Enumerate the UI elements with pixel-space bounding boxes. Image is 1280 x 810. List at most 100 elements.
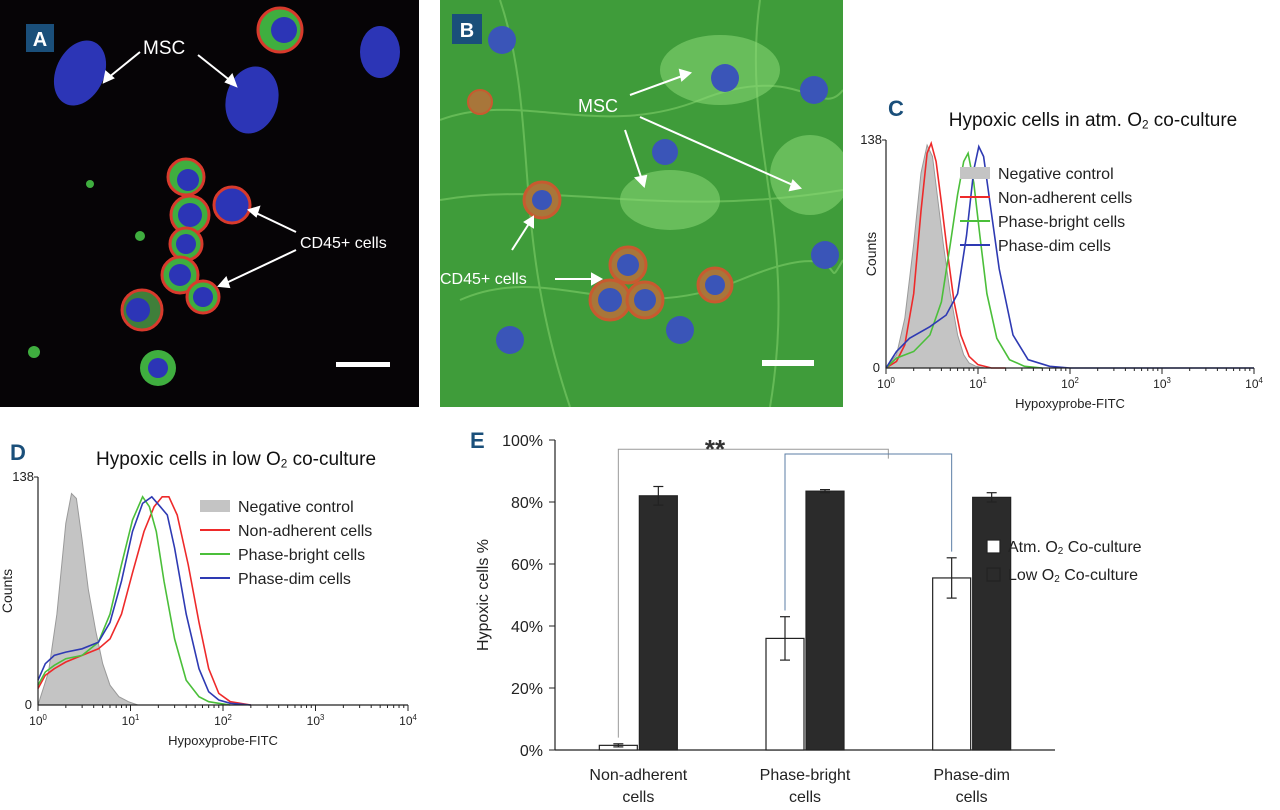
- cell-nucleus: [598, 288, 622, 312]
- msc-nucleus: [811, 241, 839, 269]
- series-line-2: [37, 495, 231, 706]
- bar-low: [805, 490, 845, 751]
- msc-nucleus: [360, 26, 400, 78]
- msc-nucleus: [666, 316, 694, 344]
- series-line-3: [37, 495, 251, 706]
- x-tick-label: 102: [1061, 376, 1079, 391]
- cd45-label: CD45+ cells: [440, 271, 527, 288]
- green-speck: [86, 180, 94, 188]
- legend-swatch: [986, 539, 1001, 554]
- fiber: [440, 189, 843, 203]
- msc-label: MSC: [143, 38, 185, 59]
- msc-nucleus: [800, 76, 828, 104]
- legend-label: Phase-bright cells: [998, 214, 1125, 231]
- cell-nucleus: [178, 203, 202, 227]
- x-axis-label: Hypoxyprobe-FITC: [168, 733, 278, 748]
- x-tick-label: 103: [1153, 376, 1171, 391]
- significance-bracket: [784, 453, 953, 611]
- legend-label: Low O2 Co-culture: [1008, 567, 1138, 585]
- x-tick-label: 100: [877, 376, 895, 391]
- green-speck: [28, 346, 40, 358]
- x-tick-label: 104: [1245, 376, 1263, 391]
- arrow-line: [197, 54, 233, 83]
- y-tick-label: 138: [12, 469, 34, 484]
- y-axis-label: Hypoxic cells %: [475, 539, 492, 651]
- legend-label: Phase-dim cells: [238, 571, 351, 588]
- panel-letter: C: [888, 96, 904, 121]
- bar-atm: [932, 577, 972, 751]
- y-tick-label: 100%: [502, 433, 543, 450]
- y-tick-label: 80%: [511, 495, 543, 512]
- legend-label: Negative control: [238, 499, 354, 516]
- x-tick-label: 101: [122, 713, 140, 728]
- arrow-head: [246, 205, 261, 218]
- legend-label: Non-adherent cells: [998, 190, 1132, 207]
- category-label: cells: [622, 789, 654, 806]
- y-axis-label: Counts: [863, 232, 879, 276]
- cell-nucleus: [177, 169, 199, 191]
- cell-nucleus: [705, 275, 725, 295]
- category-label: cells: [789, 789, 821, 806]
- chart-title: Hypoxic cells in low O2 co-culture: [96, 449, 376, 470]
- category-label: Phase-dim: [933, 767, 1009, 784]
- fiber: [459, 259, 843, 301]
- cell-nucleus: [271, 17, 297, 43]
- x-axis-label: Hypoxyprobe-FITC: [1015, 396, 1125, 411]
- legend-label: Non-adherent cells: [238, 523, 372, 540]
- arrows-a: [102, 51, 297, 289]
- legend-swatch: [986, 567, 1001, 582]
- msc-nucleus: [496, 326, 524, 354]
- arrows-b: [511, 68, 803, 286]
- category-label: Non-adherent: [589, 767, 687, 784]
- x-tick-label: 100: [29, 713, 47, 728]
- y-tick-label: 0%: [520, 743, 543, 760]
- bar-low: [972, 496, 1012, 751]
- micrograph-panel-b: B MSC CD45+ cells: [440, 0, 843, 407]
- msc-nucleus: [225, 66, 279, 134]
- msc-nucleus: [488, 26, 516, 54]
- legend-label: Phase-dim cells: [998, 238, 1111, 255]
- legend-label: Atm. O2 Co-culture: [1008, 539, 1142, 557]
- y-tick-label: 60%: [511, 557, 543, 574]
- cd45-cells-b: [467, 89, 734, 322]
- panel-letter-a: A: [33, 29, 47, 51]
- y-tick-label: 40%: [511, 619, 543, 636]
- cell-nucleus: [634, 289, 656, 311]
- y-tick-label: 0: [25, 697, 32, 712]
- arrow-line: [639, 116, 796, 187]
- arrow-line: [624, 129, 643, 181]
- arrow-head: [678, 68, 693, 82]
- arrow-head: [523, 215, 534, 229]
- arrow-head: [224, 73, 238, 88]
- cd45-label: CD45+ cells: [300, 235, 387, 252]
- cell-nucleus: [169, 264, 191, 286]
- series-negative-control: [884, 143, 1006, 369]
- scale-bar: [762, 360, 814, 366]
- cell-nucleus: [532, 190, 552, 210]
- arrow-head: [633, 174, 648, 189]
- y-tick-label: 20%: [511, 681, 543, 698]
- arrow-line: [223, 249, 297, 285]
- msc-label: MSC: [578, 96, 618, 116]
- cd45-cell: [467, 89, 493, 115]
- y-tick-label: 138: [860, 132, 882, 147]
- series-line-3: [885, 144, 1254, 369]
- series-line-2: [885, 150, 1043, 369]
- arrow-head: [102, 70, 115, 84]
- arrow-line: [253, 211, 297, 233]
- category-label: Phase-bright: [760, 767, 851, 784]
- cd45-cell: [212, 185, 252, 225]
- x-tick-label: 102: [214, 713, 232, 728]
- arrow-line: [511, 221, 531, 251]
- panel-letter-box: [26, 24, 54, 52]
- histogram-panel-d: D Hypoxic cells in low O2 co-culture 0 138 1…: [0, 440, 418, 748]
- series-line-1: [885, 140, 1006, 369]
- significance-marker: **: [705, 434, 726, 464]
- legend-label: Phase-bright cells: [238, 547, 365, 564]
- panel-letter: D: [10, 440, 26, 465]
- bar-atm: [765, 637, 805, 751]
- arrow-head: [216, 276, 231, 289]
- series-line-1: [37, 496, 251, 706]
- cell-group-a: [28, 6, 400, 386]
- arrow-head: [788, 179, 803, 192]
